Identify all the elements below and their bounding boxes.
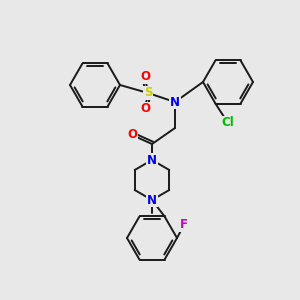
Text: N: N <box>147 194 157 206</box>
Text: F: F <box>180 218 188 232</box>
Text: O: O <box>140 103 150 116</box>
Text: O: O <box>140 70 150 83</box>
Text: Cl: Cl <box>222 116 234 130</box>
Text: N: N <box>147 154 157 166</box>
Text: N: N <box>170 95 180 109</box>
Text: S: S <box>144 86 152 100</box>
Text: O: O <box>127 128 137 142</box>
